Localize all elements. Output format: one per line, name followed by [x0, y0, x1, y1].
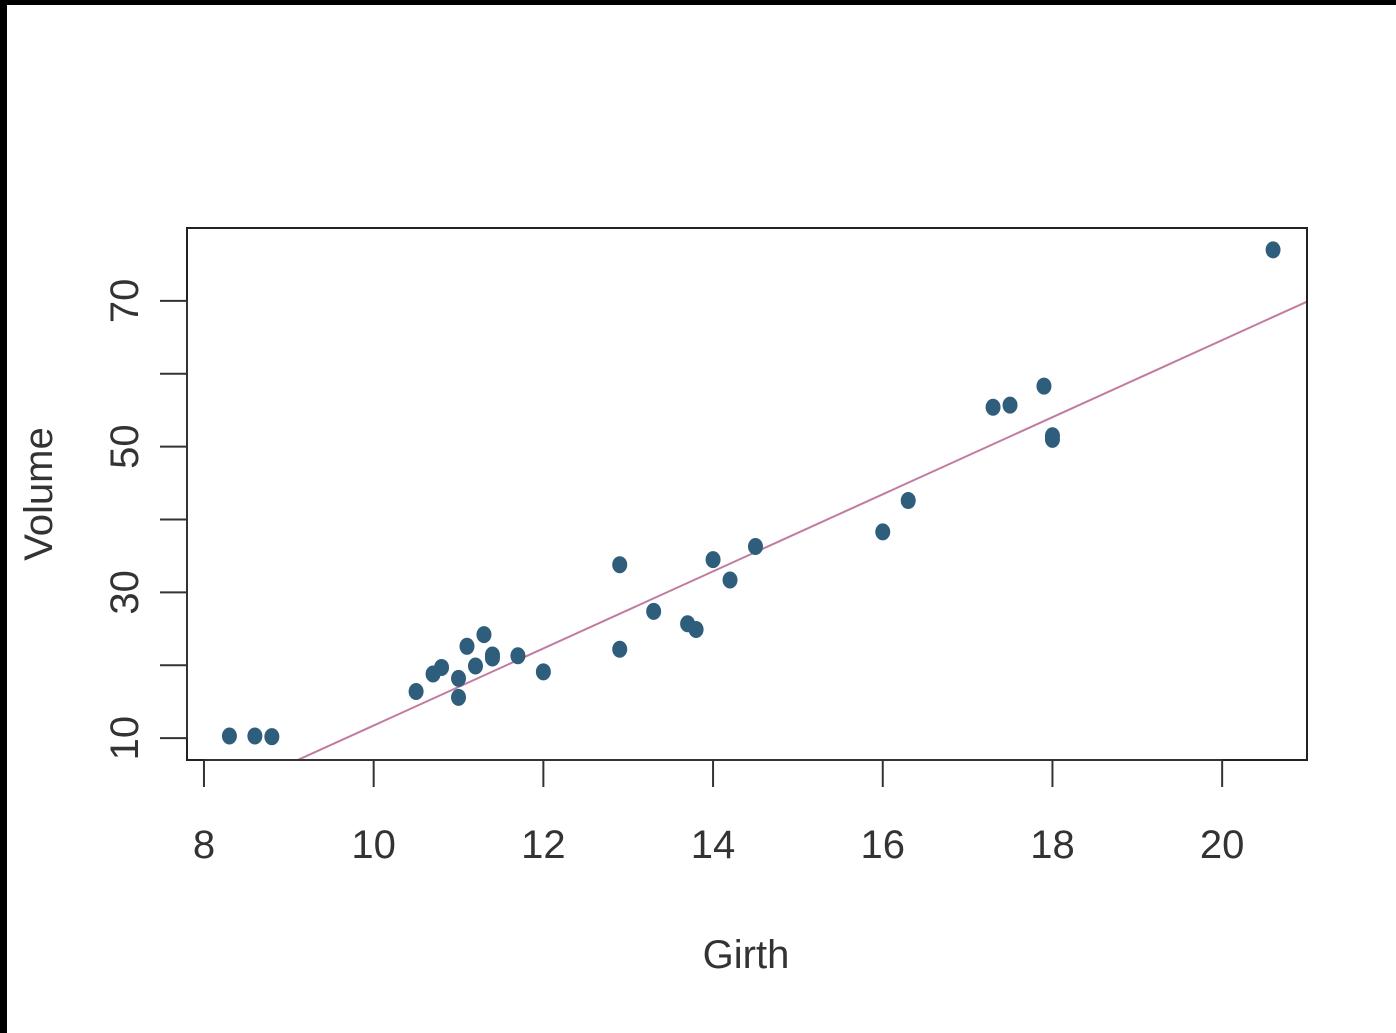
x-axis-title: Girth [703, 933, 790, 977]
data-point [705, 551, 721, 569]
y-tick-label: 50 [103, 424, 147, 469]
data-point [612, 640, 628, 658]
data-point [451, 688, 467, 706]
data-point [1002, 396, 1018, 414]
data-point [476, 626, 492, 644]
points-layer [221, 241, 1281, 746]
data-point [434, 658, 450, 676]
data-point [510, 647, 526, 665]
data-point [1265, 241, 1281, 259]
plot-frame [186, 227, 1308, 761]
fit-line-layer [295, 300, 1307, 760]
x-tick-label: 8 [193, 823, 215, 867]
data-point [247, 727, 263, 745]
x-tick-label: 20 [1200, 823, 1245, 867]
data-point [646, 602, 662, 620]
data-point [900, 492, 916, 510]
data-point [875, 523, 891, 541]
data-point [535, 663, 551, 681]
x-tick-label: 12 [521, 823, 566, 867]
x-axis: 8 10 12 14 16 18 20 [193, 759, 1245, 867]
y-tick-label: 70 [103, 279, 147, 324]
y-axis: 10 30 50 70 [103, 279, 188, 761]
data-point [484, 646, 500, 664]
y-tick-label: 10 [103, 716, 147, 761]
data-point [1044, 430, 1060, 448]
data-point [612, 556, 628, 574]
data-point [722, 571, 738, 589]
data-point [467, 657, 483, 675]
x-tick-label: 10 [351, 823, 396, 867]
y-tick-label: 30 [103, 570, 147, 615]
x-tick-label: 18 [1030, 823, 1075, 867]
y-axis-title: Volume [17, 427, 61, 560]
data-point [459, 637, 475, 655]
data-point [451, 669, 467, 687]
data-point [688, 621, 704, 639]
data-point [264, 728, 280, 746]
data-point [985, 398, 1001, 416]
data-point [221, 727, 237, 745]
data-point [747, 537, 763, 555]
regression-line [295, 300, 1307, 760]
data-point [1036, 377, 1052, 395]
data-point [408, 682, 424, 700]
x-tick-label: 16 [861, 823, 906, 867]
x-tick-label: 14 [691, 823, 736, 867]
plot-canvas [7, 5, 1396, 1033]
